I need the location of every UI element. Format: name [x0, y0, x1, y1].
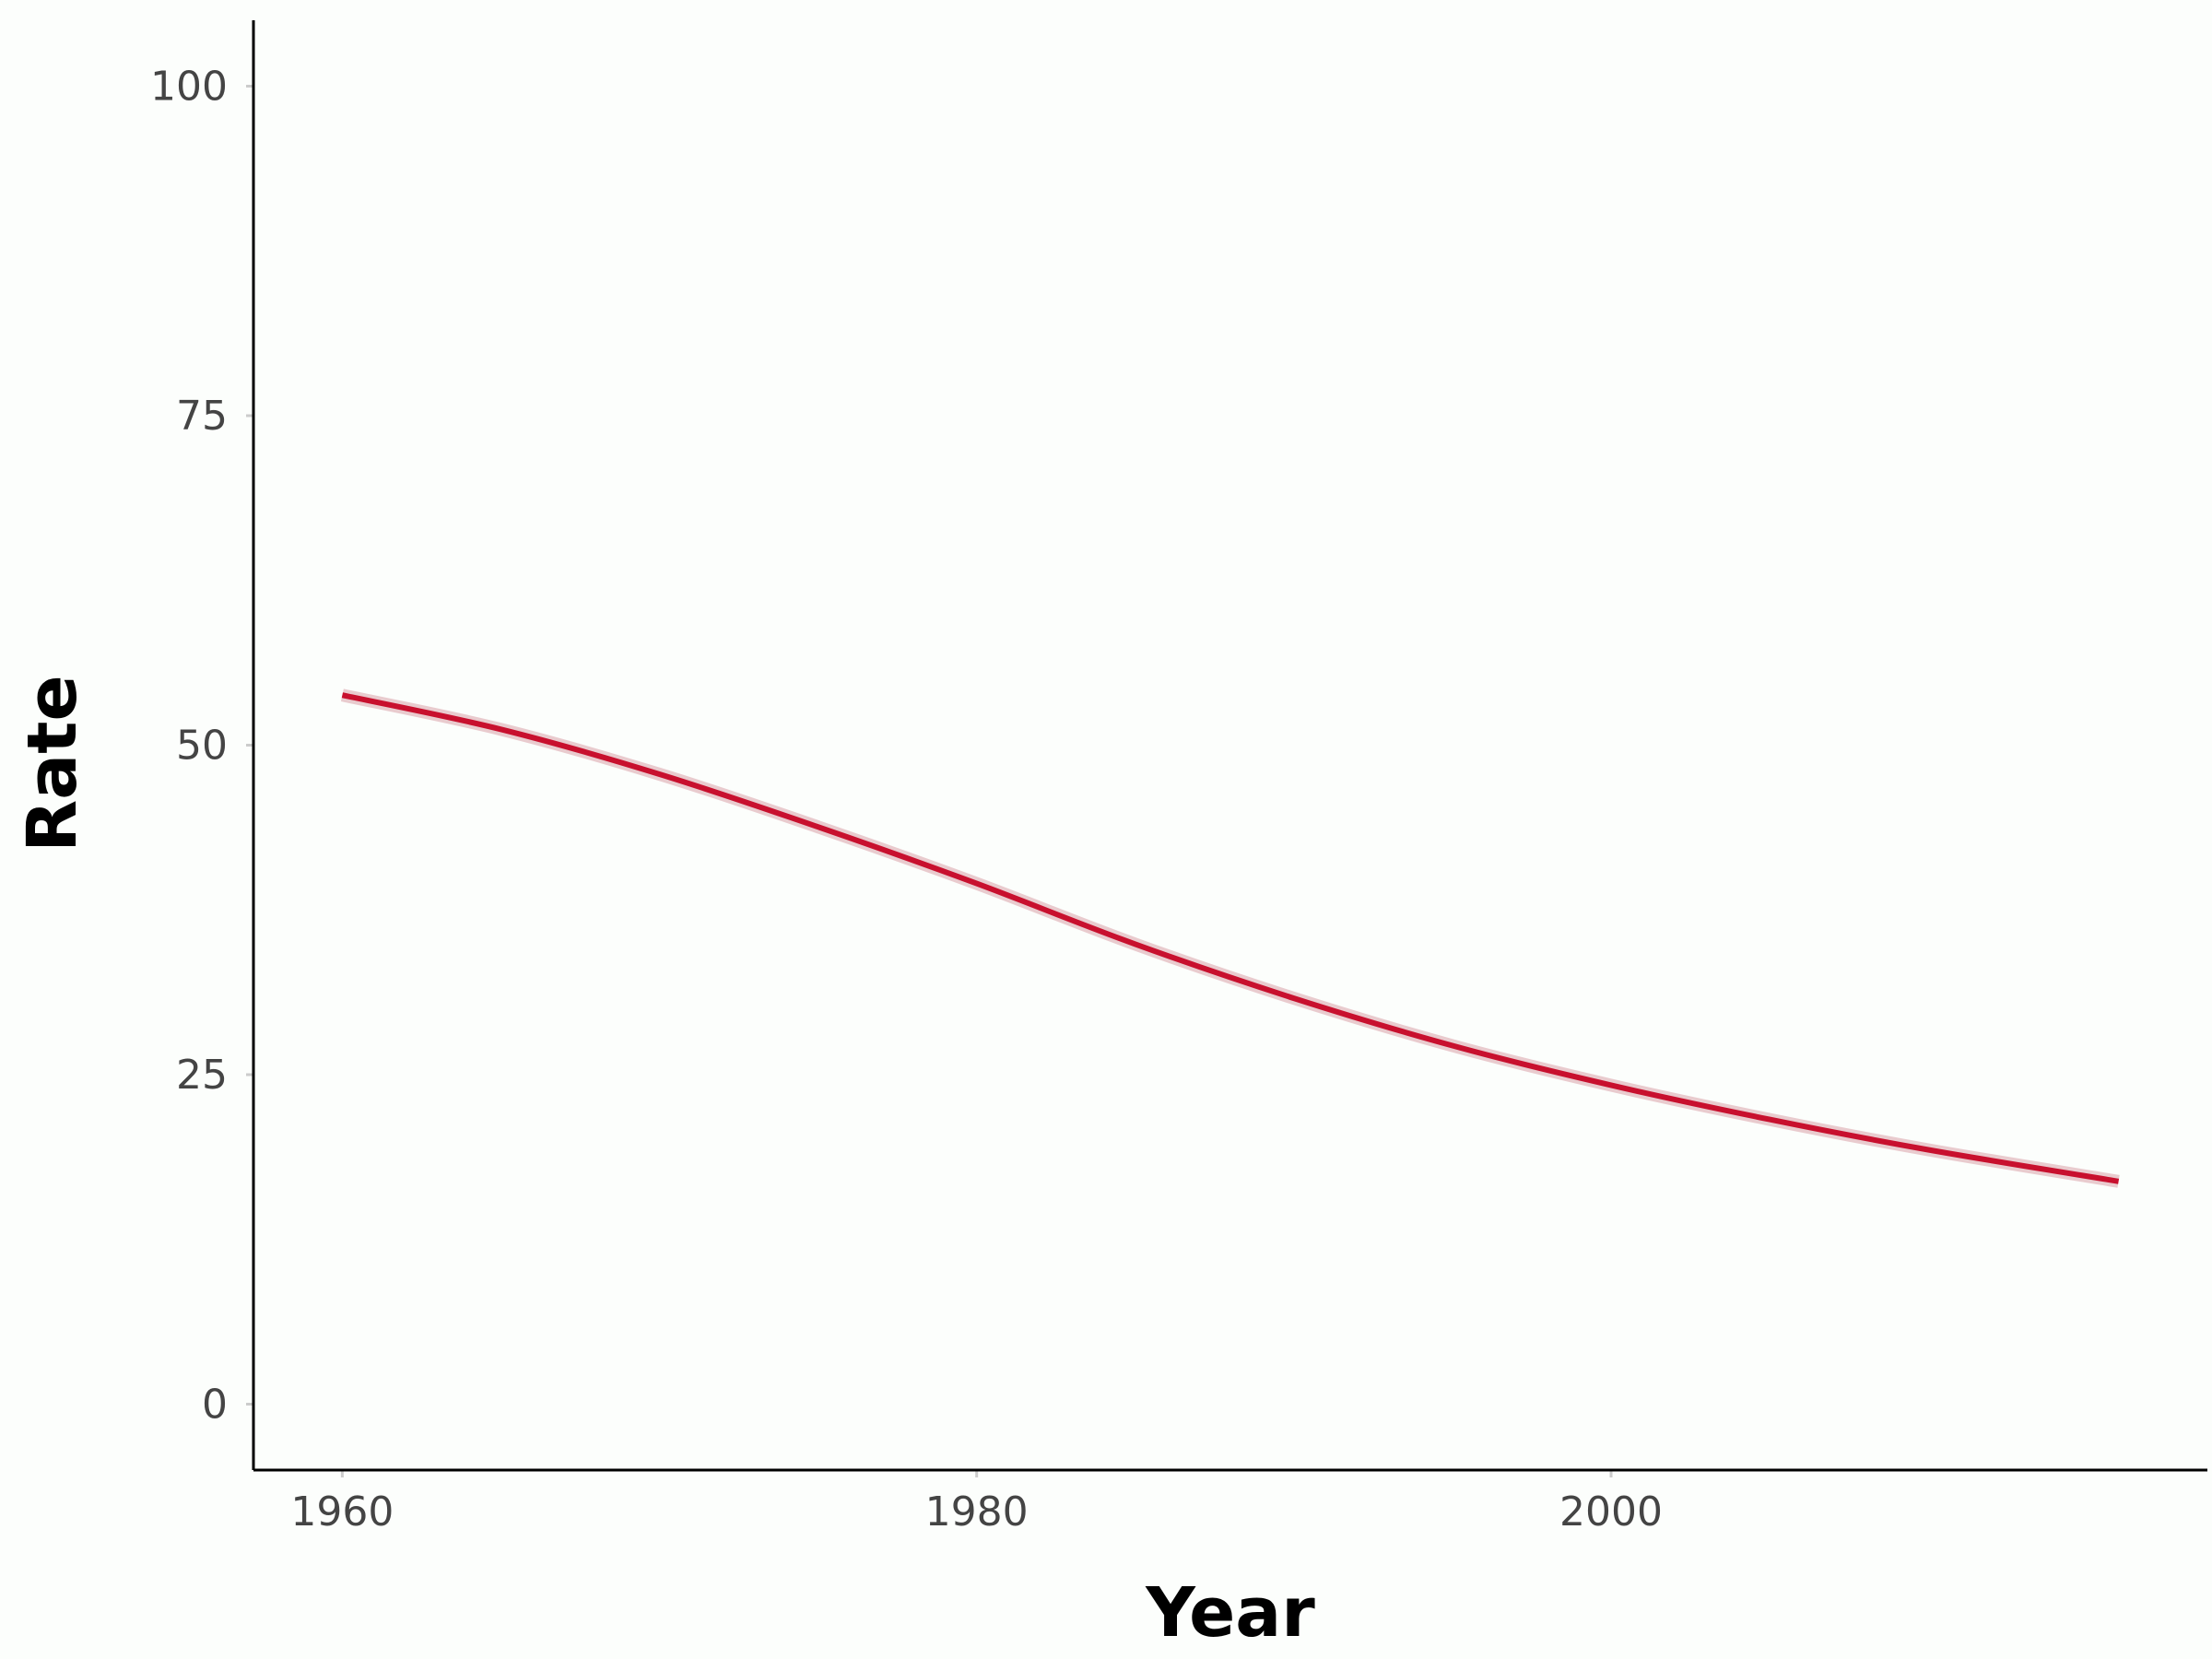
x-tick-label: 2000	[1559, 1488, 1663, 1535]
y-axis-title: Rate	[13, 675, 92, 852]
x-axis-title: Year	[1145, 1573, 1315, 1653]
series-layer	[340, 688, 2120, 1188]
y-tick-label: 75	[176, 393, 228, 440]
y-tick-label: 50	[176, 723, 228, 770]
x-tick-label: 1980	[925, 1488, 1029, 1535]
y-axis-ticks: 0 25 50 75 100	[150, 64, 253, 1429]
y-tick-label: 25	[176, 1052, 228, 1099]
y-tick-label: 100	[150, 64, 228, 111]
series-line	[341, 692, 2120, 1184]
y-tick-label: 0	[202, 1382, 228, 1429]
x-axis-ticks: 1960 1980 2000	[290, 1470, 1663, 1535]
x-tick-label: 1960	[290, 1488, 394, 1535]
